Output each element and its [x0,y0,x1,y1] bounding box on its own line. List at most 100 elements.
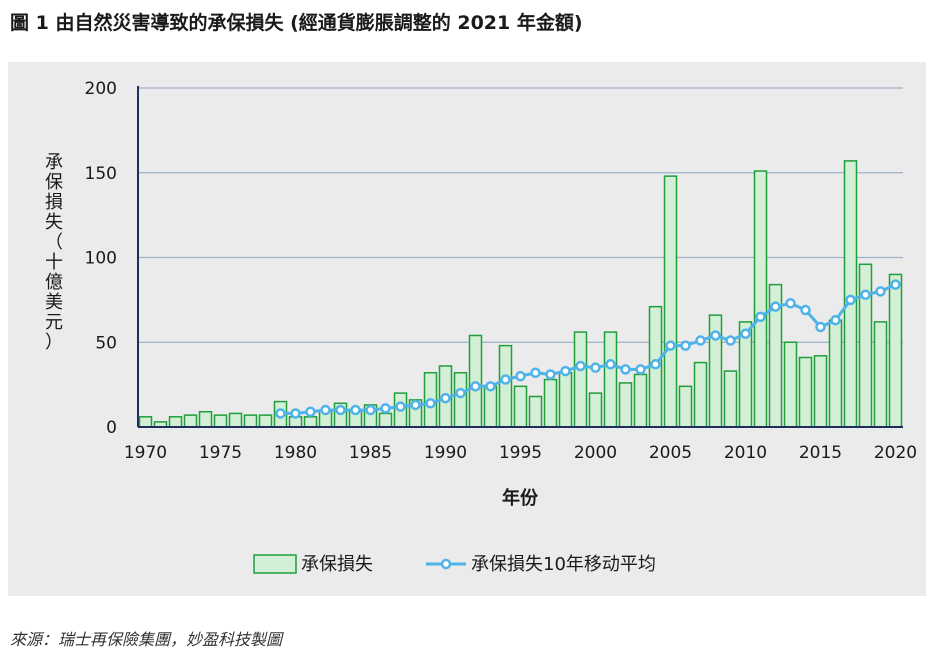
axes [137,86,903,428]
ma-point-2013 [785,298,796,309]
x-tick-label-1995: 1995 [499,443,542,463]
y-axis-title-char: 億 [45,272,63,293]
bar-2007 [693,361,708,428]
bar-2020 [888,273,903,428]
x-tick-label-2020: 2020 [874,443,917,463]
chart: 0 50 100 150 200 1970 1975 1980 1985 1990 1995 200… [45,79,917,575]
ma-point-1980 [290,408,301,419]
x-tick-label-1990: 1990 [424,443,467,463]
ma-point-2007 [695,335,706,346]
ma-point-1993 [485,381,496,392]
y-axis-title-char: 美 [45,292,63,313]
ma-point-2000 [590,362,601,373]
bar-1995 [513,385,528,428]
y-axis-title-char: ） [45,332,63,353]
y-axis-title-char: （ [45,232,63,253]
bar-1977 [243,414,258,428]
bar-2005 [663,175,678,428]
x-tick-label-1980: 1980 [274,443,317,463]
ma-point-1981 [305,406,316,417]
ma-point-1985 [365,404,376,416]
y-tick-label-200: 200 [85,79,117,99]
ma-point-2012 [770,301,781,312]
ma-point-2005 [665,340,676,351]
bar-2011 [753,170,768,428]
bar-1976 [228,412,243,428]
bar-1981 [303,416,318,428]
y-axis-title-char: 損 [45,192,63,213]
ma-point-1990 [440,392,451,404]
bar-2002 [618,382,633,428]
bar-2013 [783,341,798,428]
ma-point-2017 [845,294,856,306]
ma-point-2002 [620,364,631,375]
bar-2016 [828,319,843,428]
ma-point-2018 [860,289,871,301]
figure-title: 圖 1 由自然災害導致的承保損失 (經通貨膨脹調整的 2021 年金額) [10,12,583,34]
x-axis-title: 年份 [502,487,539,509]
x-tick-label-1970: 1970 [124,443,167,463]
bar-2017 [843,160,858,428]
y-axis-title: 承保損失（十億美元） [45,152,63,353]
bar-1997 [543,378,558,428]
x-tick-label-2000: 2000 [574,443,617,463]
bar-2003 [633,373,648,428]
ma-point-2006 [680,340,691,351]
legend-label-bar: 承保損失 [301,554,373,575]
bar-1986 [378,412,393,428]
ma-point-1983 [335,404,346,416]
chart-panel: 0 50 100 150 200 1970 1975 1980 1985 1990 1995 200… [8,62,926,596]
bar-1978 [258,414,273,428]
source-note: 來源：瑞士再保險集團，妙盈科技製圖 [10,630,283,649]
ma-point-2001 [605,359,616,370]
bar-1991 [453,372,468,428]
bar-2019 [873,321,888,428]
x-tick-labels: 1970 1975 1980 1985 1990 1995 2000 2005 2010 2015… [124,443,917,463]
legend-swatch-bar [253,554,297,574]
y-tick-label-0: 0 [106,418,117,438]
bar-2014 [798,356,813,428]
bar-2018 [858,263,873,428]
bar-2015 [813,355,828,428]
ma-point-1994 [500,374,511,385]
bar-2000 [588,392,603,428]
ma-point-1998 [560,365,571,377]
bar-2006 [678,385,693,428]
ma-point-1996 [530,367,541,379]
ma-point-1997 [545,369,556,380]
y-axis-title-char: 失 [45,212,63,233]
x-tick-label-2015: 2015 [799,443,842,463]
bar-1994 [498,344,513,428]
bar-1999 [573,331,588,428]
ma-point-2003 [635,364,646,375]
ma-point-1992 [470,381,481,392]
y-tick-label-150: 150 [85,164,117,184]
y-tick-label-100: 100 [85,249,117,269]
legend: 承保損失 承保損失10年移动平均 [253,554,656,575]
x-tick-label-1985: 1985 [349,443,392,463]
legend-swatch-marker [440,558,452,570]
y-axis-title-char: 十 [45,252,63,273]
x-tick-label-2005: 2005 [649,443,692,463]
ma-point-1984 [350,404,361,416]
bar-2009 [723,370,738,428]
y-axis-title-char: 元 [45,312,63,333]
y-tick-label-50: 50 [95,333,117,353]
bar-1972 [168,416,183,428]
ma-point-1987 [395,401,406,412]
ma-point-1979 [275,408,286,419]
ma-point-1986 [380,403,391,414]
ma-point-2020 [890,279,901,290]
bar-1975 [213,414,228,428]
bar-1996 [528,395,543,428]
ma-point-1991 [455,387,466,399]
bar-2001 [603,331,618,428]
bar-1998 [558,372,573,428]
line-series [275,279,901,419]
ma-point-1995 [515,370,526,382]
y-axis-title-char: 承 [45,152,63,173]
ma-point-2011 [755,311,766,323]
x-tick-label-1975: 1975 [199,443,242,463]
ma-point-2015 [815,321,826,333]
ma-point-1999 [575,360,586,372]
